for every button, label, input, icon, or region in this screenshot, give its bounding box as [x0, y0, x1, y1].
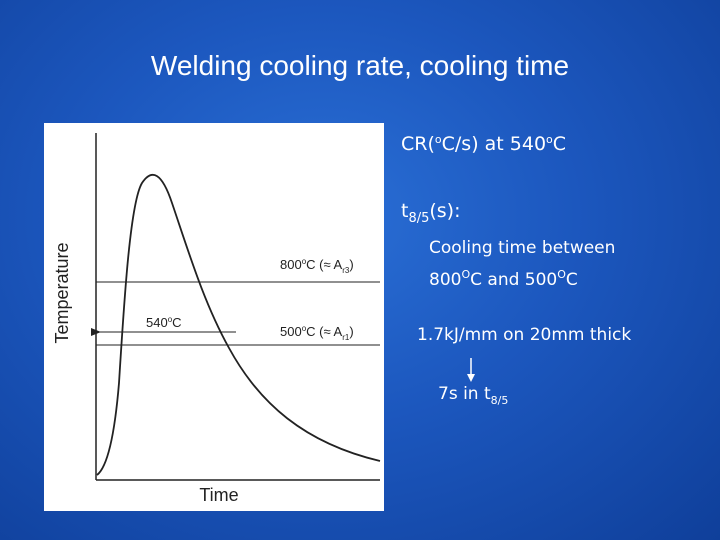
label-500: 500oC (≈ Ar1)	[280, 324, 354, 342]
text-part: C	[565, 270, 578, 290]
thermal-cycle-curve	[96, 173, 381, 476]
t85-heading: t8/5(s):	[401, 200, 461, 226]
text-part: C	[552, 133, 567, 155]
result: 7s in t8/5	[438, 384, 508, 407]
label-sub: r1	[342, 333, 350, 342]
label-sup: o	[302, 257, 307, 266]
label-sup: o	[168, 315, 173, 324]
label-sup: o	[302, 324, 307, 333]
text-part: 800	[429, 270, 462, 290]
label-800: 800oC (≈ Ar3)	[280, 257, 354, 275]
x-axis-label: Time	[199, 485, 238, 505]
example: 1.7kJ/mm on 20mm thick	[417, 325, 632, 345]
text-sub: 8/5	[408, 211, 430, 226]
text-part: 7s in t	[438, 384, 491, 404]
text-sup: O	[557, 268, 566, 281]
text-sup: o	[546, 133, 553, 146]
definition-line-2: 800OC and 500OC	[429, 268, 578, 290]
label-part: 800	[280, 257, 302, 272]
cooling-rate: CR(oC/s) at 540oC	[401, 133, 566, 155]
text-part: t	[401, 200, 409, 222]
text-part: CR(	[401, 133, 435, 155]
label-part: C (≈ A	[306, 324, 342, 339]
text-sub: 8/5	[490, 394, 509, 407]
text-sup: o	[434, 133, 442, 146]
figure: Temperature Time 800oC (≈ Ar3) 540oC 500…	[44, 123, 384, 511]
down-arrow	[467, 358, 475, 382]
text-part: C/s) at 540	[441, 133, 547, 155]
y-axis-label: Temperature	[52, 242, 72, 343]
text-part: C and 500	[470, 270, 558, 290]
label-part: C (≈ A	[306, 257, 342, 272]
label-part: C	[172, 315, 181, 330]
slide-title: Welding cooling rate, cooling time	[150, 50, 570, 81]
label-sub: r3	[342, 266, 350, 275]
definition-line-1: Cooling time between	[429, 238, 616, 258]
label-part: 500	[280, 324, 302, 339]
text-sup: O	[461, 268, 471, 281]
label-part: )	[349, 257, 353, 272]
label-540: 540oC	[146, 315, 182, 330]
text-part: (s):	[429, 200, 461, 222]
label-part: 540	[146, 315, 168, 330]
label-part: )	[349, 324, 353, 339]
cooling-curve-figure: Temperature Time 800oC (≈ Ar3) 540oC 500…	[52, 133, 381, 505]
